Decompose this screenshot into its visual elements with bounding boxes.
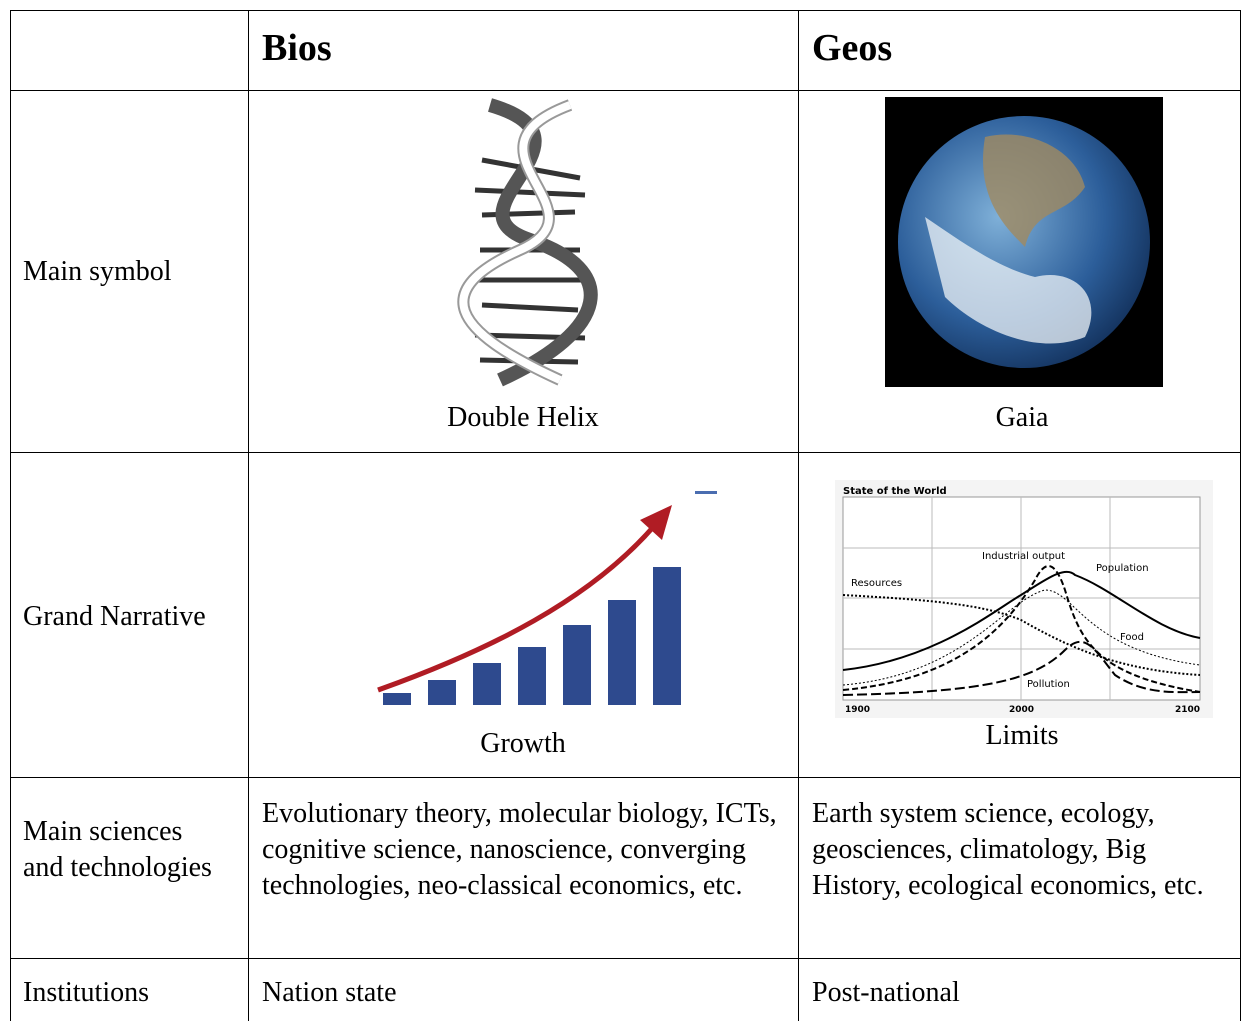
border (10, 777, 1241, 778)
curve-label: Population (1096, 563, 1149, 574)
border (10, 10, 11, 1021)
caption: Limits (985, 720, 1059, 751)
cell-text: Evolutionary theory, molecular biology, … (262, 798, 777, 901)
caption: Growth (480, 728, 566, 759)
cell-text: Nation state (262, 977, 397, 1008)
border (1240, 10, 1241, 1021)
row-label: Institutions (23, 977, 150, 1008)
curve-label: Resources (851, 578, 902, 589)
caption: Double Helix (447, 402, 599, 433)
curve-label: Food (1120, 632, 1144, 643)
earth-image (885, 97, 1163, 387)
border (248, 10, 249, 1021)
curve-label: Industrial output (982, 551, 1065, 562)
caption: Gaia (995, 402, 1049, 433)
row-label: Main sciences and technologies (23, 816, 212, 883)
curve-label: Pollution (1027, 679, 1070, 690)
axis-label: 1900 (845, 705, 870, 715)
border (10, 452, 1241, 453)
axis-label: 2000 (1009, 705, 1034, 715)
row-label: Grand Narrative (23, 601, 206, 632)
row-label: Main symbol (23, 256, 172, 287)
axis-label: 2100 (1175, 705, 1200, 715)
column-header: Geos (812, 27, 893, 69)
growth-image (377, 491, 717, 705)
cell-text: Earth system science, ecology, geoscienc… (812, 798, 1204, 901)
border (10, 958, 1241, 959)
limits-chart-image: State of the World Industrial output Pop… (835, 480, 1213, 718)
cell-text: Post-national (812, 977, 960, 1008)
chart-title: State of the World (843, 486, 947, 497)
border (798, 10, 799, 1021)
column-header: Bios (262, 27, 332, 69)
border (10, 90, 1241, 91)
double-helix-image (457, 98, 598, 387)
border (10, 10, 1241, 11)
